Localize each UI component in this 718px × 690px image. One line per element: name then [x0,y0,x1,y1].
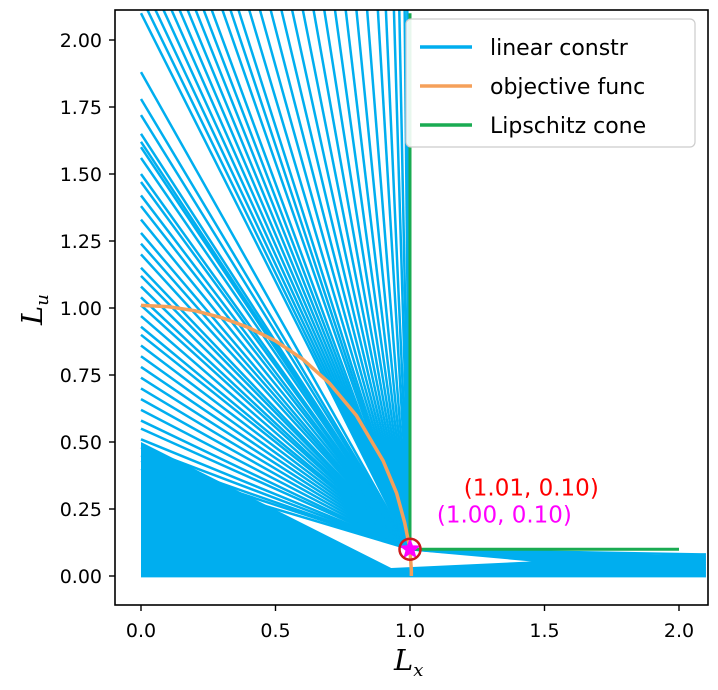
y-axis-label: Lu [15,294,53,326]
linear-constr-line [333,10,412,550]
linear-constr-line [140,427,411,551]
x-tick-label: 2.0 [664,620,694,642]
linear-constr-line [140,355,411,551]
linear-constr-line [229,10,412,550]
legend: linear constr objective func Lipschitz c… [405,18,696,148]
objective-func-curve [140,303,414,576]
linear-constr-line [202,10,412,550]
x-tick-label: 0.0 [126,620,156,642]
linear-constr-line [210,10,412,550]
legend-box [405,18,696,148]
linear-constr-line [140,333,411,551]
linear-constr-line [140,376,411,551]
linear-constr-line [365,10,412,550]
linear-constr-wedge [141,442,706,578]
linear-constr-line [290,10,412,550]
linear-constr-line [140,315,411,551]
linear-constr-line [140,253,411,551]
linear-constr-line [140,438,411,551]
linear-constr-line [140,408,411,551]
linear-constr-line [344,10,412,550]
linear-constr-line [140,304,411,551]
legend-label-objective-func: objective func [490,75,645,100]
linear-constr-line [384,10,412,550]
y-tick-label: 1.00 [60,298,102,320]
linear-constr-line [221,10,412,550]
x-tick-label: 1.5 [529,620,559,642]
y-tick-label: 1.25 [60,231,102,253]
linear-constr-line [140,205,411,550]
linear-constr-line [322,10,412,550]
x-tick-label: 0.5 [260,620,290,642]
linear-constr-line [194,10,412,550]
y-tick-label: 0.75 [60,365,102,387]
linear-constr-line [139,71,412,550]
linear-constr-line [140,344,411,551]
linear-constr-line [140,387,411,551]
linear-constr-line [312,10,412,550]
plot-area [139,10,707,578]
annotation-red: (1.01, 0.10) [464,476,599,502]
legend-label-lipschitz-cone: Lipschitz cone [490,114,646,139]
y-tick-label: 1.50 [60,164,102,186]
optimum-circle-marker [398,537,422,561]
annotations: (1.01, 0.10) (1.00, 0.10) [437,476,599,529]
linear-constr-line [139,157,412,550]
y-tick-label: 0.50 [60,432,102,454]
legend-label-linear-constr: linear constr [490,36,629,61]
y-tick-label: 2.00 [60,30,102,52]
axis-ticks: 0.0 0.5 1.0 1.5 2.0 0.00 0.25 0.50 0.75 1.00 1.25 1… [60,30,694,642]
annotation-magenta: (1.00, 0.10) [437,502,572,528]
linear-constr-line [355,10,412,550]
x-tick-label: 1.0 [395,620,425,642]
linear-constr-line [140,446,411,551]
y-tick-label: 1.75 [60,97,102,119]
linear-constr-line [140,398,411,551]
linear-constr-line [376,10,412,550]
linear-constr-line [301,10,412,550]
linear-constr-line [139,181,412,550]
linear-constr-line [280,10,412,550]
linear-constr-line [139,98,412,550]
linear-constr-line [140,285,411,551]
linear-constr-line [140,467,411,551]
y-tick-label: 0.00 [60,566,102,588]
linear-constr-line [258,10,412,550]
optimum-star-marker [399,537,421,559]
y-tick-label: 0.25 [60,499,102,521]
x-axis-label: Lx [393,643,423,681]
linear-constr-line [140,218,411,550]
linear-constr-line [140,365,411,551]
linear-constr-line [269,10,412,550]
linear-constr-line [140,459,411,551]
linear-constr-line [140,274,411,551]
linear-constr-line [139,114,412,550]
